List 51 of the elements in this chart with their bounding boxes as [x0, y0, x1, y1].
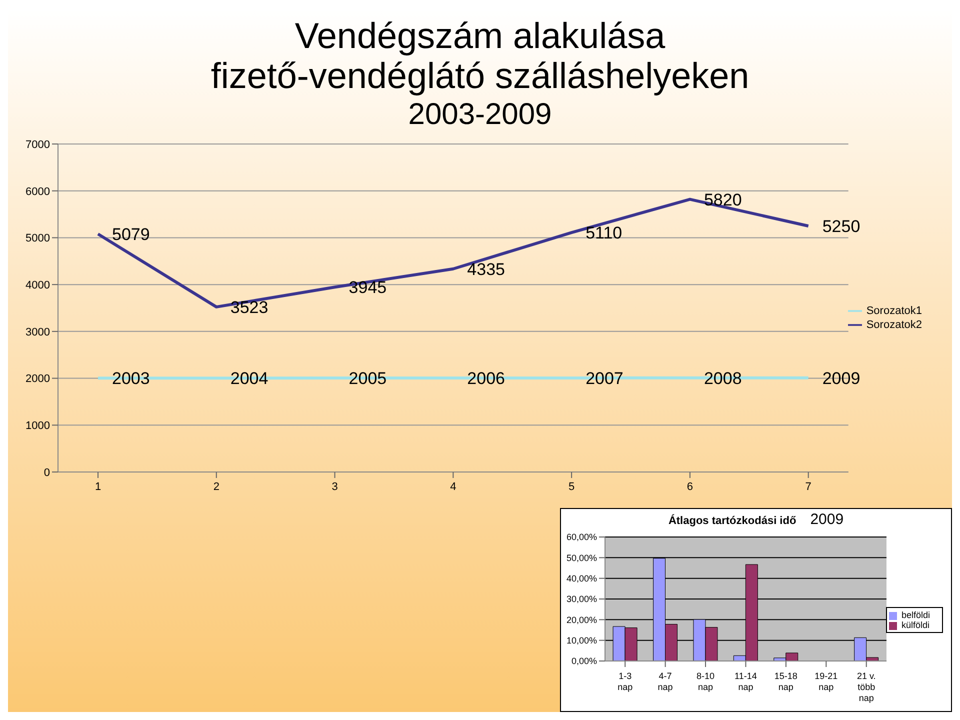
data-label: 5079 — [112, 225, 150, 244]
y-tick-label: 0 — [44, 466, 50, 479]
y-tick-label: 5000 — [26, 232, 50, 245]
x-tick-label: 4-7 nap — [658, 671, 673, 692]
y-tick-label: 6000 — [26, 186, 50, 198]
x-tick-label: 2 — [213, 481, 220, 493]
chart-subtitle: 2009 — [810, 511, 844, 528]
y-tick-label: 60,00% — [566, 532, 597, 542]
data-label: 5250 — [822, 217, 860, 236]
data-label: 2004 — [230, 369, 268, 388]
x-tick-label: 3 — [332, 481, 338, 493]
legend-label: külföldi — [901, 620, 930, 630]
chart-title: Vendégszám alakulása fizető-vendéglátó szálláshelyeken — [210, 15, 750, 96]
data-label: 2009 — [822, 368, 860, 388]
data-label: 2007 — [586, 368, 624, 388]
data-label: 2005 — [348, 369, 387, 388]
legend-label: Sorozatok2 — [866, 318, 922, 331]
y-tick-label: 7000 — [26, 138, 50, 151]
y-tick-label: 3000 — [26, 326, 50, 338]
data-label: 2006 — [467, 369, 505, 388]
data-label: 3945 — [348, 278, 387, 298]
legend-label: belföldi — [901, 610, 930, 620]
x-tick-label: 4 — [450, 481, 456, 493]
x-tick-label: 11-14 nap — [734, 671, 757, 692]
x-tick-label: 19-21 nap — [814, 671, 838, 692]
x-tick-label: 1-3 nap — [618, 671, 633, 692]
y-tick-label: 20,00% — [566, 614, 597, 625]
y-tick-label: 0,00% — [571, 656, 597, 666]
x-tick-label: 21 v. több nap — [856, 671, 876, 703]
x-tick-label: 7 — [805, 481, 812, 493]
data-label: 4335 — [467, 260, 505, 279]
y-tick-label: 2000 — [26, 373, 50, 386]
chart-title: Átlagos tartózkodási idő — [668, 515, 796, 527]
x-tick-label: 8-10 nap — [696, 671, 715, 692]
chart-subtitle: 2003-2009 — [407, 97, 553, 133]
x-tick-label: 5 — [568, 481, 575, 493]
data-label: 2008 — [704, 368, 742, 388]
y-tick-label: 1000 — [26, 420, 50, 432]
legend-label: Sorozatok1 — [866, 304, 922, 317]
y-tick-label: 50,00% — [566, 552, 597, 563]
x-tick-label: 15-18 nap — [774, 671, 798, 692]
y-tick-label: 4000 — [26, 279, 50, 292]
data-label: 3523 — [230, 298, 268, 317]
x-tick-label: 6 — [686, 481, 694, 493]
x-tick-label: 1 — [94, 481, 102, 493]
y-tick-label: 10,00% — [566, 636, 597, 646]
data-label: 5820 — [704, 190, 742, 210]
y-tick-label: 30,00% — [566, 594, 597, 604]
y-tick-label: 40,00% — [566, 574, 597, 584]
data-label: 2003 — [112, 369, 150, 388]
data-label: 5110 — [586, 224, 622, 243]
